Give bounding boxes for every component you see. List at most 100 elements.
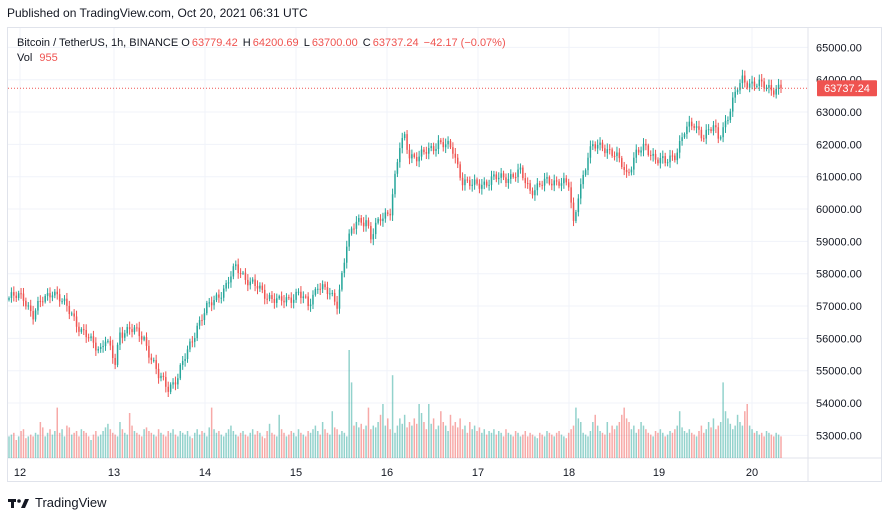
volume-bar bbox=[536, 438, 539, 458]
candle-body bbox=[302, 296, 305, 299]
volume-bar bbox=[625, 418, 628, 458]
volume-bar bbox=[358, 427, 360, 458]
volume-bar bbox=[186, 431, 189, 458]
volume-bar bbox=[290, 431, 293, 458]
candle-body bbox=[497, 177, 500, 180]
candle-body bbox=[623, 167, 625, 171]
candle-body bbox=[688, 121, 691, 127]
volume-bar bbox=[208, 427, 210, 458]
volume-bar bbox=[519, 436, 522, 458]
candle-body bbox=[51, 295, 54, 298]
volume-bar bbox=[165, 436, 167, 458]
candle-body bbox=[196, 325, 198, 339]
candle-body bbox=[78, 326, 80, 332]
candle-body bbox=[10, 292, 13, 298]
volume-bar bbox=[331, 411, 334, 458]
candle-body bbox=[353, 228, 355, 230]
high-label: H bbox=[242, 37, 251, 49]
candle-body bbox=[370, 225, 372, 240]
candle-body bbox=[481, 184, 483, 189]
volume-bar bbox=[189, 436, 191, 458]
candle-body bbox=[247, 279, 249, 286]
candle-body bbox=[507, 178, 510, 183]
candle-body bbox=[584, 170, 587, 175]
volume-bar bbox=[153, 434, 155, 458]
candle-body bbox=[148, 345, 150, 358]
volume-bar bbox=[751, 429, 753, 458]
x-tick-label: 17 bbox=[472, 467, 484, 479]
volume-bar bbox=[377, 422, 379, 458]
volume-bar bbox=[218, 431, 220, 458]
candle-body bbox=[493, 174, 495, 177]
candle-body bbox=[278, 296, 280, 299]
volume-bar bbox=[271, 432, 273, 458]
volume-bar bbox=[396, 425, 399, 458]
candle-body bbox=[775, 88, 777, 95]
volume-bar bbox=[266, 431, 268, 458]
volume-bar bbox=[698, 431, 700, 458]
candle-body bbox=[724, 120, 727, 128]
candle-body bbox=[268, 295, 271, 299]
candle-body bbox=[244, 272, 247, 280]
candle-body bbox=[15, 295, 17, 298]
candle-body bbox=[768, 85, 770, 88]
volume-bar bbox=[68, 427, 71, 458]
candle-body bbox=[512, 174, 514, 178]
volume-bar bbox=[102, 431, 104, 458]
candle-body bbox=[698, 126, 700, 130]
volume-bar bbox=[206, 436, 208, 458]
candle-body bbox=[739, 83, 741, 91]
volume-bar bbox=[613, 429, 616, 458]
x-tick-label: 19 bbox=[653, 467, 665, 479]
volume-bar bbox=[34, 432, 37, 458]
y-tick-label: 53000.00 bbox=[816, 430, 862, 442]
candle-body bbox=[326, 287, 329, 294]
candle-body bbox=[753, 81, 756, 87]
symbol-title[interactable]: Bitcoin / TetherUS, 1h, BINANCE bbox=[17, 37, 179, 49]
candle-body bbox=[543, 178, 546, 186]
candle-body bbox=[485, 181, 488, 186]
volume-bar bbox=[348, 350, 350, 458]
candle-body bbox=[613, 155, 616, 157]
candle-body bbox=[539, 183, 541, 185]
volume-bar bbox=[548, 432, 551, 458]
volume-bar bbox=[478, 427, 481, 458]
candle-body bbox=[587, 157, 589, 171]
volume-legend: Vol 955 bbox=[17, 52, 58, 64]
volume-bar bbox=[338, 434, 341, 458]
candle-body bbox=[751, 81, 753, 84]
candle-body bbox=[690, 121, 693, 127]
candle-body bbox=[143, 337, 145, 340]
volume-bar bbox=[485, 434, 488, 458]
candle-body bbox=[570, 187, 572, 203]
candle-body bbox=[758, 79, 761, 86]
candle-body bbox=[235, 264, 237, 267]
volume-bar bbox=[551, 434, 553, 458]
volume-bar bbox=[362, 429, 365, 458]
volume-bar bbox=[575, 407, 577, 458]
x-tick-label: 12 bbox=[14, 467, 26, 479]
candle-body bbox=[222, 288, 225, 298]
y-tick-label: 54000.00 bbox=[816, 398, 862, 410]
candle-body bbox=[642, 143, 645, 151]
low-value: 63700.00 bbox=[311, 37, 358, 49]
volume-bar bbox=[490, 432, 493, 458]
volume-bar bbox=[693, 434, 695, 458]
volume-bar bbox=[753, 432, 756, 458]
candle-body bbox=[531, 190, 534, 196]
volume-bar bbox=[8, 436, 10, 458]
candle-body bbox=[29, 305, 32, 312]
volume-bar bbox=[374, 427, 377, 458]
volume-bar bbox=[440, 411, 442, 458]
candle-body bbox=[736, 90, 739, 92]
candle-body bbox=[430, 146, 432, 149]
tradingview-logo-icon bbox=[8, 498, 29, 508]
volume-bar bbox=[172, 429, 174, 458]
candle-body bbox=[126, 327, 128, 334]
tradingview-brand-text[interactable]: TradingView bbox=[35, 495, 107, 510]
volume-bar bbox=[37, 434, 39, 458]
volume-bar bbox=[355, 422, 358, 458]
candle-body bbox=[403, 134, 406, 139]
candle-body bbox=[213, 300, 215, 306]
